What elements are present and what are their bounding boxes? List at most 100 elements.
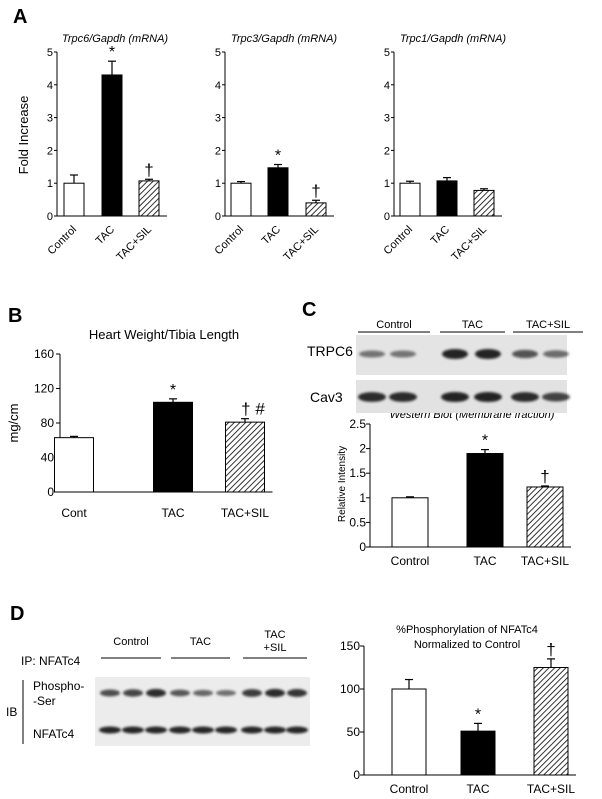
blot-d-ib-label: IB [6,705,17,719]
bar-control [230,182,252,217]
category-label: Control [390,782,429,796]
y-tick-label: 0 [47,211,53,223]
band-nfatc4 [122,726,144,734]
category-label: TAC+SIL [281,224,321,264]
chart-a1: Trpc6/Gapdh (mRNA) Fold Increase 0 1 2 3 4 5 Con… [16,33,168,263]
blot-c-group-label: Control [376,319,411,331]
significance-mark: * [275,148,281,165]
chart-c: Western Blot (Membrane fraction)Relative… [337,409,571,568]
y-tick-label: 2 [215,145,221,157]
blot-d-background [95,677,310,746]
blot-c-row-label-trpc6: TRPC6 [307,343,353,359]
y-axis-label: Relative Intensity [337,446,348,522]
blot-c-row-label-cav3: Cav3 [310,389,343,405]
bar-tac-sil [138,180,160,217]
y-tick-label: 1 [359,491,366,505]
y-tick-label: 1 [215,178,221,190]
band-phospho-ser [265,688,285,698]
blot-d-row-label-phospho-line1: Phospho- [33,679,84,693]
bar-tac [267,167,289,217]
category-label: TAC+SIL [114,224,154,264]
y-tick-label: 3 [47,113,53,125]
band-nfatc4 [215,726,237,734]
y-tick-label: 80 [41,416,55,430]
band-phospho-ser [287,689,307,697]
y-tick-label: 1 [384,178,390,190]
y-tick-label: 150 [340,639,360,653]
significance-mark: * [109,44,115,61]
y-tick-label: 5 [215,47,221,59]
band-nfatc4 [169,726,191,734]
y-tick-label: 5 [47,47,53,59]
band-phospho-ser [170,689,190,697]
band-nfatc4 [286,726,308,734]
chart-subtitle: Normalized to Control [414,639,520,651]
y-axis-label: mg/cm [6,404,21,443]
significance-mark: † [546,640,555,659]
y-tick-label: 0 [353,768,360,782]
band-cav3 [474,391,502,403]
band-trpc6 [512,349,538,359]
bar-tac [466,453,504,548]
band-phospho-ser [216,689,236,697]
category-label: TAC [161,506,184,520]
category-label: Control [46,224,80,258]
y-tick-label: 0 [384,211,390,223]
category-label: TAC+SIL [221,506,269,520]
bar-control [399,182,421,217]
y-tick-label: 3 [384,113,390,125]
chart-title: Trpc6/Gapdh (mRNA) [62,33,168,45]
bar-tac [460,730,496,776]
band-phospho-ser [193,689,213,697]
y-tick-label: 0 [359,540,366,554]
category-label: TAC [473,554,496,568]
blot-d-group-label: TAC [190,636,211,648]
category-label: TAC [94,224,118,248]
y-tick-label: 40 [41,451,55,465]
blot-d-group-label: Control [113,636,148,648]
band-cav3 [389,392,417,402]
category-label: TAC+SIL [521,554,569,568]
panel-label-d: D [10,603,24,625]
y-tick-label: 1.5 [349,466,366,480]
y-tick-label: 120 [34,382,54,396]
band-trpc6 [442,348,468,360]
bar-tac-sil [526,486,564,548]
category-label: TAC [260,224,284,248]
y-tick-label: 3 [215,113,221,125]
chart-a2: Trpc3/Gapdh (mRNA) 0 1 2 3 4 5 Control * TAC † TAC+… [213,33,338,263]
y-tick-label: 2 [384,145,390,157]
category-label: Control [382,224,416,258]
blot-c-bands [358,348,570,403]
chart-a3: Trpc1/Gapdh (mRNA) 0 1 2 3 4 5 Control TACTAC+SI… [382,33,507,263]
bar-tac [153,401,193,493]
western-blot-c: Control TAC TAC+SIL TRPC6 Cav3 [307,319,583,413]
band-cav3 [511,392,539,402]
significance-mark: † [144,160,153,179]
y-tick-label: 0 [47,485,54,499]
y-tick-label: 2.5 [349,417,366,431]
category-label: Cont [61,506,87,520]
band-phospho-ser [123,689,143,697]
significance-mark: † [540,467,549,486]
y-axis-label: Fold Increase [16,96,31,175]
y-tick-label: 0.5 [349,515,366,529]
band-trpc6 [475,348,501,360]
bar-tac [101,74,123,217]
bar-cont [54,437,94,493]
chart-d: %Phosphorylation of NFATc4 Normalized to … [340,624,576,796]
panel-label-c: C [302,299,316,321]
panel-label-b: B [8,305,22,327]
band-trpc6 [359,350,385,358]
band-cav3 [542,392,570,402]
blot-d-ip-label: IP: NFATc4 [21,654,80,668]
y-tick-label: 4 [47,80,53,92]
bar-tac-sil [225,421,265,493]
bar-charts: Trpc6/Gapdh (mRNA) Fold Increase 0 1 2 3 4 5 Con… [6,33,576,796]
y-tick-label: 4 [215,80,221,92]
band-nfatc4 [264,726,286,734]
y-tick-label: 2 [47,145,53,157]
